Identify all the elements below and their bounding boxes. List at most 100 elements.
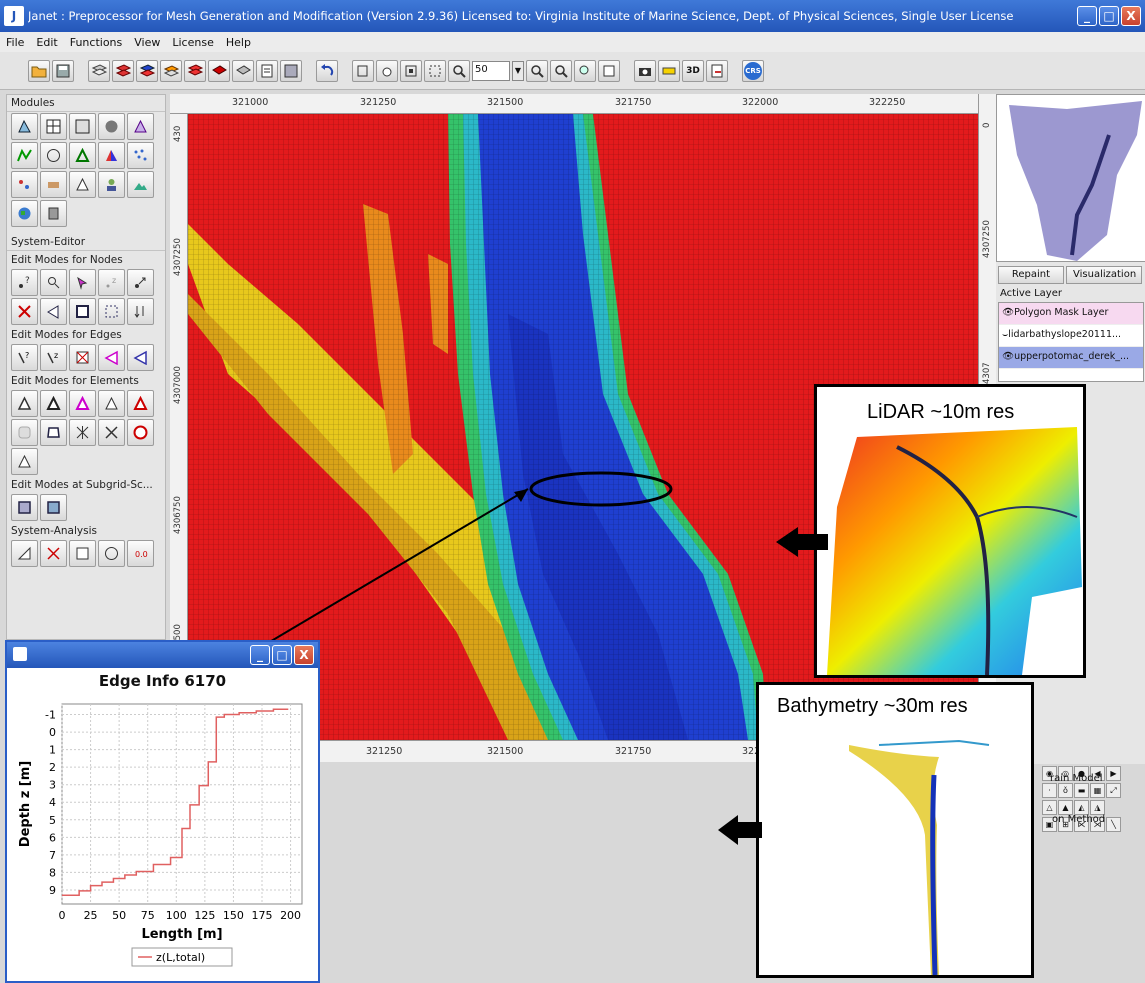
module-colormap-button[interactable] xyxy=(98,142,125,169)
zoom-fit-button[interactable] xyxy=(598,59,620,82)
close-button[interactable]: X xyxy=(1121,6,1141,26)
zoom-extent-button[interactable] xyxy=(400,59,422,82)
element-disabled-button[interactable] xyxy=(11,419,38,446)
edge-view-button[interactable]: ⋉ xyxy=(1074,817,1089,832)
node-info-button[interactable]: ? xyxy=(11,269,38,296)
element-quad-button[interactable] xyxy=(40,419,67,446)
subgrid-a-button[interactable] xyxy=(11,494,38,521)
node-merge-button[interactable] xyxy=(40,298,67,325)
color-button[interactable]: ● xyxy=(1074,766,1089,781)
layer-grid-button[interactable] xyxy=(88,59,110,82)
zoom-button[interactable] xyxy=(448,59,470,82)
crs-button[interactable]: CRS xyxy=(742,59,764,82)
expand-button[interactable]: ⤢ xyxy=(1106,783,1121,798)
edge-split-button[interactable] xyxy=(127,344,154,371)
node-sort-button[interactable] xyxy=(127,298,154,325)
layer-red-button[interactable] xyxy=(112,59,134,82)
element-triangulate-button[interactable] xyxy=(11,448,38,475)
undo-button[interactable] xyxy=(316,59,338,82)
edge-z-button[interactable]: z xyxy=(40,344,67,371)
module-people-button[interactable] xyxy=(98,171,125,198)
node-smooth-button[interactable] xyxy=(69,298,96,325)
module-edge-button[interactable] xyxy=(69,142,96,169)
node-search-button[interactable] xyxy=(40,269,67,296)
module-surface-button[interactable] xyxy=(98,113,125,140)
layer-item-polygon-mask[interactable]: 👁Polygon Mask Layer xyxy=(999,303,1143,325)
overview-map[interactable] xyxy=(996,94,1145,262)
export-button[interactable] xyxy=(706,59,728,82)
node-edit-button[interactable]: z xyxy=(98,269,125,296)
tri-view-button[interactable]: △ xyxy=(1042,800,1057,815)
camera-button[interactable] xyxy=(634,59,656,82)
module-grid-button[interactable] xyxy=(40,113,67,140)
tri-view3-button[interactable]: ◭ xyxy=(1074,800,1089,815)
analysis-cross-button[interactable] xyxy=(40,540,67,567)
menu-functions[interactable]: Functions xyxy=(69,35,123,49)
element-plain-button[interactable] xyxy=(98,390,125,417)
element-purple-button[interactable] xyxy=(69,390,96,417)
repaint-button[interactable]: Repaint xyxy=(998,266,1064,284)
shade-button[interactable]: ▬ xyxy=(1074,783,1089,798)
menu-license[interactable]: License xyxy=(172,35,214,49)
element-select-button[interactable] xyxy=(40,390,67,417)
analysis-stats-button[interactable] xyxy=(69,540,96,567)
module-path-button[interactable] xyxy=(11,142,38,169)
edge-swap-button[interactable] xyxy=(98,344,125,371)
save-button[interactable] xyxy=(52,59,74,82)
height-button[interactable]: ǒ xyxy=(1058,783,1073,798)
module-globe-button[interactable] xyxy=(11,200,38,227)
element-join-button[interactable] xyxy=(98,419,125,446)
module-building-button[interactable] xyxy=(40,200,67,227)
node-select-button[interactable] xyxy=(69,269,96,296)
zoom-level-input[interactable]: 50 xyxy=(472,60,510,81)
layer-solid-red-button[interactable] xyxy=(208,59,230,82)
visualization-button[interactable]: Visualization xyxy=(1066,266,1142,284)
element-split-button[interactable] xyxy=(69,419,96,446)
module-table-button[interactable] xyxy=(69,113,96,140)
layer-red2-button[interactable] xyxy=(184,59,206,82)
box2-button[interactable]: ⊞ xyxy=(1058,817,1073,832)
edge-view2-button[interactable]: ⋊ xyxy=(1090,817,1105,832)
contour-button[interactable]: ◎ xyxy=(1058,766,1073,781)
analysis-quality-button[interactable] xyxy=(98,540,125,567)
layer-gray-button[interactable] xyxy=(232,59,254,82)
zoom-in-button[interactable] xyxy=(526,59,548,82)
module-landscape-button[interactable] xyxy=(127,171,154,198)
edge-delete-button[interactable] xyxy=(69,344,96,371)
edge-close-button[interactable]: X xyxy=(294,645,314,665)
zoom-dropdown[interactable]: ▼ xyxy=(512,60,524,81)
minimize-button[interactable]: _ xyxy=(1077,6,1097,26)
select-tool-button[interactable] xyxy=(352,59,374,82)
node-grid-button[interactable] xyxy=(98,298,125,325)
node-delete-button[interactable] xyxy=(11,298,38,325)
layer-item-upperpotomac[interactable]: 👁upperpotomac_derek_... xyxy=(999,347,1143,369)
view-3d-button[interactable]: 3D xyxy=(682,59,704,82)
diag-button[interactable]: ╲ xyxy=(1106,817,1121,832)
edge-minimize-button[interactable]: _ xyxy=(250,645,270,665)
module-points-button[interactable] xyxy=(127,142,154,169)
tri-view2-button[interactable]: ▲ xyxy=(1058,800,1073,815)
zoom-box-button[interactable] xyxy=(424,59,446,82)
menu-help[interactable]: Help xyxy=(225,35,251,49)
tri-view4-button[interactable]: ◮ xyxy=(1090,800,1105,815)
module-mesh-gen-button[interactable] xyxy=(11,113,38,140)
menu-edit[interactable]: Edit xyxy=(36,35,58,49)
layer-doc-button[interactable] xyxy=(256,59,278,82)
menu-view[interactable]: View xyxy=(134,35,161,49)
module-triangle-button[interactable] xyxy=(127,113,154,140)
element-red-button[interactable] xyxy=(127,390,154,417)
module-nodes-button[interactable] xyxy=(11,171,38,198)
box-button[interactable]: ▣ xyxy=(1042,817,1057,832)
zoom-layer-button[interactable] xyxy=(574,59,596,82)
element-delete-button[interactable] xyxy=(127,419,154,446)
open-project-button[interactable] xyxy=(28,59,50,82)
edge-maximize-button[interactable]: □ xyxy=(272,645,292,665)
layer-item-lidar[interactable]: ⌣lidarbathyslope20111... xyxy=(999,325,1143,347)
grid-toggle-button[interactable]: ▦ xyxy=(1090,783,1105,798)
module-refine-button[interactable] xyxy=(69,171,96,198)
measure-button[interactable] xyxy=(658,59,680,82)
module-profile-button[interactable] xyxy=(40,171,67,198)
layer-blue-button[interactable] xyxy=(136,59,158,82)
analysis-slope-button[interactable] xyxy=(11,540,38,567)
pan-tool-button[interactable] xyxy=(376,59,398,82)
